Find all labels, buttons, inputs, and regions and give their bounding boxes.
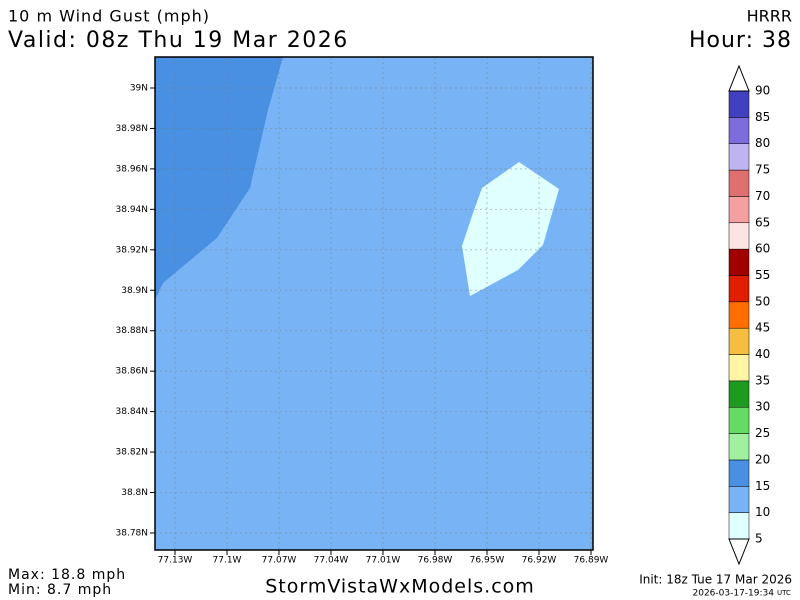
lat-label: 38.98N xyxy=(116,124,149,134)
colorbar-band xyxy=(728,248,750,276)
lon-label: 76.92W xyxy=(522,556,557,566)
colorbar-cap xyxy=(728,64,750,92)
lat-label: 38.84N xyxy=(116,407,149,417)
colorbar-label: 10 xyxy=(755,505,770,519)
colorbar-label: 40 xyxy=(755,347,770,361)
colorbar-band xyxy=(728,222,750,250)
model-name: HRRR xyxy=(747,7,792,26)
lon-label: 77.13W xyxy=(158,556,193,566)
colorbar-label: 20 xyxy=(755,452,770,466)
colorbar-label: 65 xyxy=(755,215,770,229)
gust-region xyxy=(155,57,283,300)
colorbar-label: 75 xyxy=(755,163,770,177)
colorbar-band xyxy=(728,406,750,434)
colorbar-band xyxy=(728,354,750,382)
colorbar-band xyxy=(728,380,750,408)
lat-label: 38.9N xyxy=(121,286,148,296)
colorbar-band xyxy=(728,275,750,303)
lon-label: 77.04W xyxy=(314,556,349,566)
colorbar-label: 35 xyxy=(755,373,770,387)
lon-label: 76.98W xyxy=(418,556,453,566)
site-name: StormVistaWxModels.com xyxy=(265,576,535,598)
lon-label: 76.89W xyxy=(574,556,609,566)
colorbar-label: 15 xyxy=(755,479,770,493)
colorbar-band xyxy=(728,301,750,329)
colorbar-label: 70 xyxy=(755,189,770,203)
min-value: Min: 8.7 mph xyxy=(8,582,112,598)
colorbar-band xyxy=(728,327,750,355)
init-time: Init: 18z Tue 17 Mar 2026 xyxy=(639,573,792,587)
colorbar-label: 60 xyxy=(755,242,770,256)
colorbar-label: 30 xyxy=(755,400,770,414)
colorbar-band xyxy=(728,512,750,540)
lat-label: 38.92N xyxy=(116,245,149,255)
lon-label: 77.1W xyxy=(213,556,242,566)
lon-label: 77.07W xyxy=(262,556,297,566)
colorbar-label: 85 xyxy=(755,110,770,124)
colorbar-band xyxy=(728,143,750,171)
valid-time: Valid: 08z Thu 19 Mar 2026 xyxy=(8,28,349,53)
lat-label: 38.82N xyxy=(116,448,149,458)
timezone: UTC xyxy=(777,589,791,597)
plot-area xyxy=(154,56,594,551)
colorbar-band xyxy=(728,196,750,224)
lon-label: 77.01W xyxy=(366,556,401,566)
colorbar-band xyxy=(728,486,750,513)
colorbar-band xyxy=(728,169,750,197)
lat-label: 38.94N xyxy=(116,205,149,215)
lat-label: 38.88N xyxy=(116,326,149,336)
map-title: 10 m Wind Gust (mph) xyxy=(8,7,210,26)
colorbar-label: 5 xyxy=(755,532,763,546)
max-value: Max: 18.8 mph xyxy=(8,567,126,583)
colorbar-label: 50 xyxy=(755,294,770,308)
colorbar-label: 80 xyxy=(755,136,770,150)
colorbar-label: 55 xyxy=(755,268,770,282)
lat-label: 38.78N xyxy=(116,528,149,538)
colorbar-band xyxy=(728,433,750,461)
colorbar-label: 90 xyxy=(755,84,770,98)
lat-label: 38.8N xyxy=(121,488,148,498)
lat-label: 38.96N xyxy=(116,164,149,174)
colorbar-label: 45 xyxy=(755,321,770,335)
lat-label: 38.86N xyxy=(116,367,149,377)
plot-frame xyxy=(154,56,594,551)
gust-region xyxy=(462,162,559,296)
colorbar-band xyxy=(728,117,750,144)
forecast-hour: Hour: 38 xyxy=(689,28,792,53)
colorbar-band xyxy=(728,90,750,118)
colorbar-label: 25 xyxy=(755,426,770,440)
lat-label: 39N xyxy=(130,84,148,94)
colorbar-band xyxy=(728,459,750,487)
timestamp: 2026-03-17-19:34 xyxy=(693,589,775,599)
colorbar-cap xyxy=(728,538,750,566)
lon-label: 76.95W xyxy=(470,556,505,566)
